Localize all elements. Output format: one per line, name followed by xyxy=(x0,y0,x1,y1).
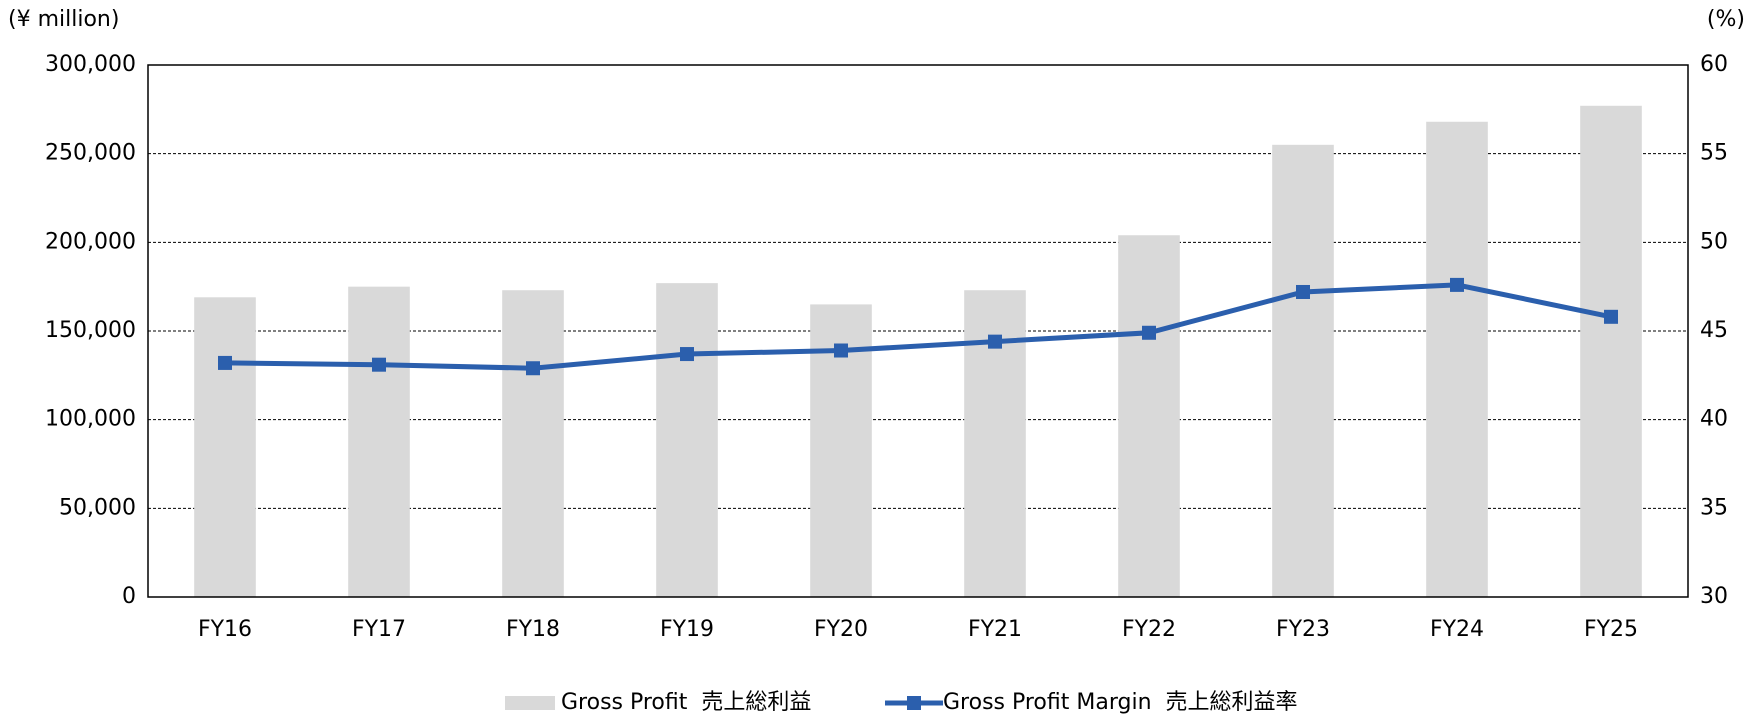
y2-tick-label: 40 xyxy=(1700,407,1728,432)
marker xyxy=(218,355,232,370)
bar xyxy=(1580,105,1642,597)
y2-tick-label: 50 xyxy=(1700,229,1728,254)
bar xyxy=(1426,121,1488,597)
x-tick-label: FY25 xyxy=(1584,617,1638,642)
y-tick-label: 250,000 xyxy=(45,141,136,166)
bar xyxy=(194,297,256,597)
y-axis-label: (¥ million) xyxy=(8,7,119,32)
legend-marker xyxy=(907,696,921,710)
y-tick-label: 200,000 xyxy=(45,229,136,254)
y2-tick-label: 35 xyxy=(1700,495,1728,520)
x-tick-label: FY17 xyxy=(352,617,406,642)
y-tick-label: 300,000 xyxy=(45,52,136,77)
x-tick-label: FY20 xyxy=(814,617,868,642)
y-tick-label: 0 xyxy=(122,584,136,609)
x-tick-label: FY21 xyxy=(968,617,1022,642)
y-tick-label: 50,000 xyxy=(59,495,136,520)
bar xyxy=(1118,235,1180,598)
bar xyxy=(656,283,718,597)
marker xyxy=(1296,284,1310,299)
marker xyxy=(526,361,540,376)
legend-swatch xyxy=(505,696,555,710)
y2-tick-label: 45 xyxy=(1700,318,1728,343)
marker xyxy=(1450,277,1464,292)
y-tick-label: 150,000 xyxy=(45,318,136,343)
legend-label: Gross Profit Margin 売上総利益率 xyxy=(943,690,1298,715)
x-tick-label: FY19 xyxy=(660,617,714,642)
marker xyxy=(1604,309,1618,324)
x-tick-label: FY16 xyxy=(198,617,252,642)
bar xyxy=(348,286,410,597)
x-tick-label: FY22 xyxy=(1122,617,1176,642)
y2-axis-label: (%) xyxy=(1707,7,1745,32)
marker xyxy=(834,343,848,358)
bar xyxy=(502,290,564,597)
legend-label: Gross Profit 売上総利益 xyxy=(561,690,811,715)
plot-frame xyxy=(147,64,1689,598)
y2-tick-label: 30 xyxy=(1700,584,1728,609)
marker xyxy=(372,357,386,372)
marker xyxy=(988,334,1002,349)
y-tick-label: 100,000 xyxy=(45,407,136,432)
x-tick-label: FY23 xyxy=(1276,617,1330,642)
x-tick-label: FY24 xyxy=(1430,617,1484,642)
bar xyxy=(1272,144,1334,598)
marker xyxy=(680,347,694,362)
y2-tick-label: 55 xyxy=(1700,141,1728,166)
marker xyxy=(1142,325,1156,340)
x-tick-label: FY18 xyxy=(506,617,560,642)
line xyxy=(224,282,1612,371)
y2-tick-label: 60 xyxy=(1700,52,1728,77)
